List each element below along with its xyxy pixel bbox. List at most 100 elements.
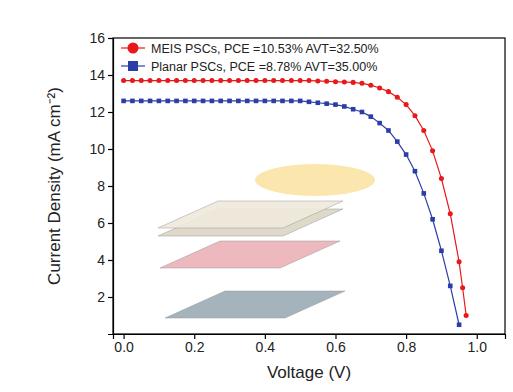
y-axis: 2 4 6 8 10 12 14 16	[89, 30, 113, 335]
tick-mark	[108, 75, 113, 76]
tick-label: 6	[97, 215, 105, 231]
data-point	[439, 248, 444, 253]
tick: 4	[97, 252, 113, 268]
data-point	[377, 121, 382, 126]
chart: 0.0 0.2 0.4 0.6 0.8 1.0 2 4 6 8 10 12 14 16 Voltage (V…	[0, 0, 513, 392]
data-point	[130, 78, 135, 83]
data-point	[412, 113, 417, 118]
legend: MEIS PSCs, PCE =10.53% AVT=32.50% Planar …	[121, 42, 379, 74]
device-layer	[160, 241, 340, 268]
data-point	[174, 99, 179, 104]
data-point	[368, 83, 373, 88]
plot-frame	[113, 38, 505, 334]
data-point	[315, 78, 320, 83]
data-point	[404, 102, 409, 107]
data-point	[165, 78, 170, 83]
data-point	[333, 79, 338, 84]
tick-label: 0.6	[326, 339, 346, 355]
tick-mark	[108, 297, 113, 298]
data-point	[280, 99, 285, 104]
data-point	[245, 78, 250, 83]
data-point	[457, 259, 462, 264]
data-point	[156, 78, 161, 83]
data-point	[289, 78, 294, 83]
data-point	[404, 152, 409, 157]
data-point	[183, 99, 188, 104]
data-point	[369, 114, 374, 119]
tick: 1.0	[468, 334, 488, 355]
data-point	[298, 99, 303, 104]
tick-mark	[108, 260, 113, 261]
plot-area	[121, 78, 469, 327]
tick: 8	[97, 178, 113, 194]
data-point	[121, 99, 126, 104]
data-point	[210, 99, 215, 104]
tick-label: 16	[89, 30, 105, 46]
tick: 10	[89, 141, 113, 157]
data-point	[448, 211, 453, 216]
device-layer	[158, 201, 343, 228]
tick-label: 0.0	[114, 339, 134, 355]
data-point	[413, 169, 418, 174]
data-point	[430, 217, 435, 222]
tick: 0.6	[326, 334, 346, 355]
data-point	[218, 99, 223, 104]
data-point	[333, 102, 338, 107]
data-point	[209, 78, 214, 83]
data-point	[298, 78, 303, 83]
data-point	[192, 78, 197, 83]
data-point	[183, 78, 188, 83]
data-point	[130, 99, 135, 104]
axis-line	[114, 335, 506, 340]
legend-marker	[128, 43, 139, 54]
data-point	[307, 100, 312, 105]
x-axis-title: Voltage (V)	[267, 363, 351, 382]
data-point	[386, 128, 391, 133]
data-point	[174, 78, 179, 83]
data-point	[201, 99, 206, 104]
data-point	[263, 99, 268, 104]
data-point	[289, 99, 294, 104]
data-point	[201, 78, 206, 83]
tick-mark	[108, 38, 113, 39]
data-point	[360, 110, 365, 115]
data-point	[306, 78, 311, 83]
series-line	[124, 81, 467, 316]
legend-label: MEIS PSCs, PCE =10.53% AVT=32.50%	[151, 42, 379, 56]
data-point	[271, 78, 276, 83]
tick: 2	[97, 289, 113, 305]
data-point	[342, 80, 347, 85]
data-point	[421, 191, 426, 196]
tick-label: 2	[97, 289, 105, 305]
data-point	[139, 78, 144, 83]
tick-label: 0.8	[397, 339, 417, 355]
legend-marker	[128, 61, 138, 71]
tick-mark	[108, 149, 113, 150]
data-point	[148, 78, 153, 83]
data-point	[227, 99, 232, 104]
data-point	[165, 99, 170, 104]
tick: 6	[97, 215, 113, 231]
tick-mark	[108, 186, 113, 187]
tick: 0.0	[114, 334, 134, 355]
tick-label: 12	[89, 104, 105, 120]
data-point	[245, 99, 250, 104]
x-axis: 0.0 0.2 0.4 0.6 0.8 1.0	[114, 334, 506, 355]
data-point	[395, 95, 400, 100]
data-point	[236, 78, 241, 83]
tick: 0.2	[185, 334, 205, 355]
data-point	[457, 322, 462, 327]
tick: 0.8	[397, 334, 417, 355]
data-point	[464, 313, 469, 318]
legend-label: Planar PSCs, PCE =8.78% AVT=35.00%	[151, 60, 377, 74]
data-point	[324, 101, 329, 106]
tick-label: 14	[89, 67, 105, 83]
tick-label: 4	[97, 252, 105, 268]
tick: 0.4	[256, 334, 276, 355]
tick: 14	[89, 67, 113, 83]
data-point	[218, 78, 223, 83]
data-point	[386, 89, 391, 94]
data-point	[192, 99, 197, 104]
data-point	[430, 148, 435, 153]
data-point	[253, 78, 258, 83]
